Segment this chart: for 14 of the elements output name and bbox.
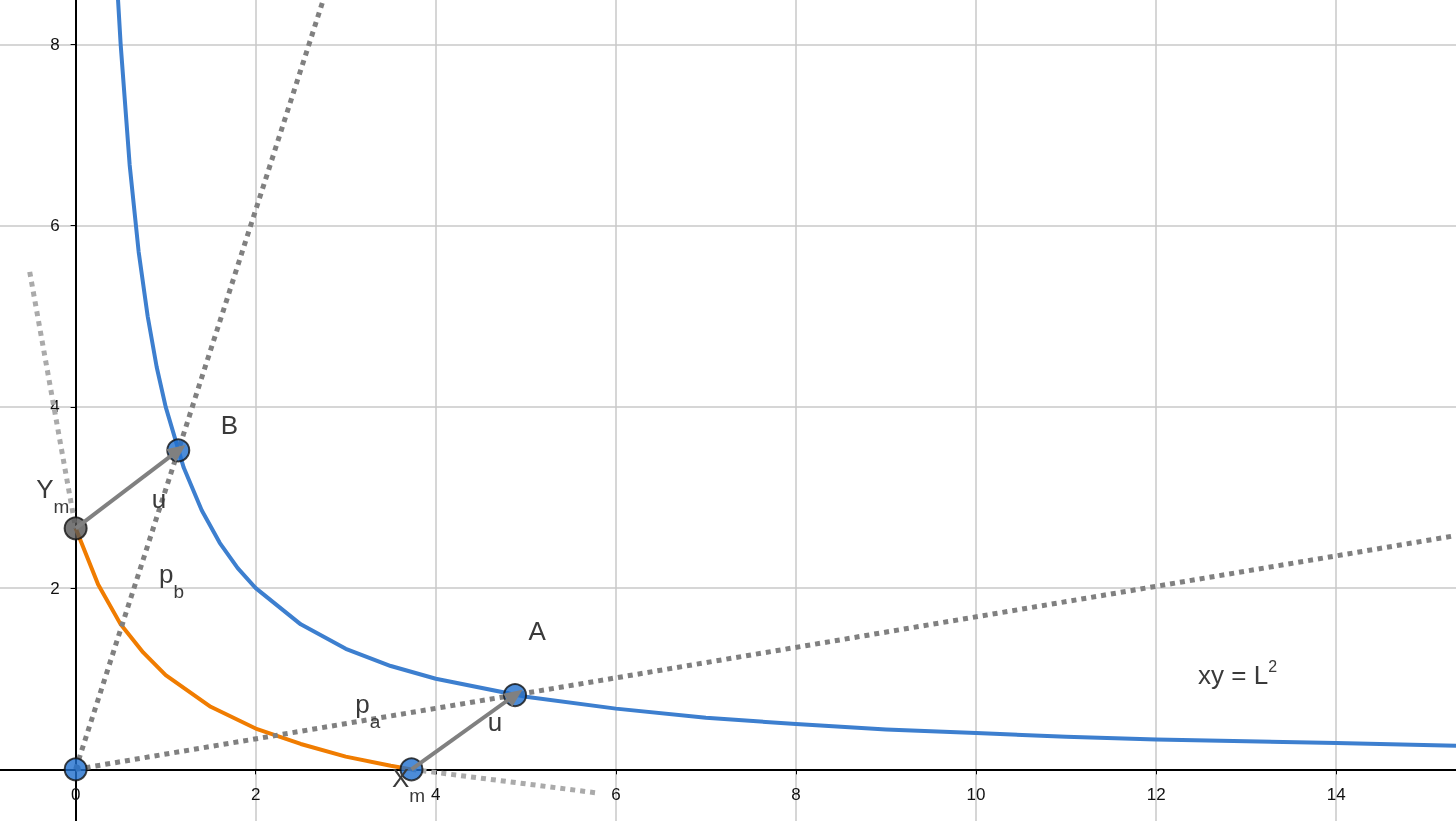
x-tick-label: 6 <box>611 785 621 805</box>
x-tick-label: 14 <box>1326 785 1346 805</box>
annotation: u <box>151 483 167 514</box>
annotation: u <box>487 706 503 737</box>
y-tick-label: 2 <box>50 578 60 598</box>
y-tick-label: 6 <box>50 216 60 236</box>
x-tick-label: 4 <box>431 785 441 805</box>
annotation: A <box>528 615 547 646</box>
x-tick-label: 12 <box>1146 785 1166 805</box>
x-tick-label: 8 <box>791 785 801 805</box>
annotation: B <box>220 410 239 441</box>
x-tick-label: 10 <box>966 785 986 805</box>
x-tick-label: 2 <box>250 785 261 805</box>
y-tick-label: 8 <box>50 34 60 54</box>
